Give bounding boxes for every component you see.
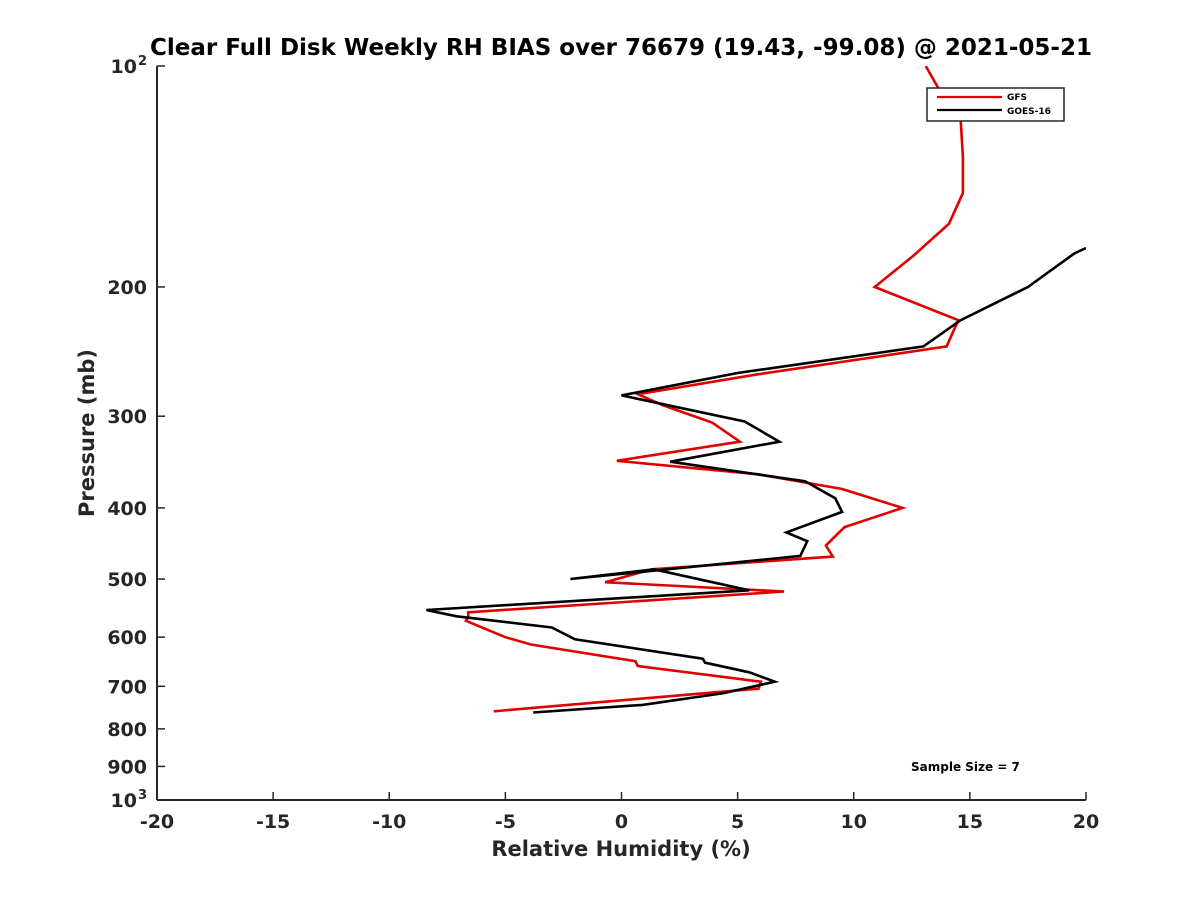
x-tick-label: 0 — [615, 811, 628, 833]
y-tick-label: 200 — [107, 277, 147, 299]
y-tick-label: 400 — [107, 498, 147, 520]
series-line-gfs — [464, 66, 965, 713]
y-tick-label: 10 — [111, 790, 137, 812]
x-tick-label: 5 — [731, 811, 744, 833]
legend-label-gfs: GFS — [1007, 93, 1027, 103]
legend-box — [926, 87, 1065, 122]
sample-size-annotation: Sample Size = 7 — [911, 760, 1020, 774]
y-tick-label: 300 — [107, 406, 147, 428]
x-tick-label: -5 — [495, 811, 516, 833]
y-axis-label: Pressure (mb) — [75, 349, 99, 517]
y-tick-label: 600 — [107, 627, 147, 649]
series-line-goes16 — [426, 246, 1086, 714]
series-layer — [426, 66, 1086, 714]
x-tick-label: 15 — [957, 811, 983, 833]
x-axis-label: Relative Humidity (%) — [491, 837, 750, 861]
y-tick-exponent: 3 — [138, 788, 147, 803]
y-tick-label: 800 — [107, 719, 147, 741]
legend-label-goes16: GOES-16 — [1007, 107, 1051, 117]
x-tick-label: -20 — [140, 811, 174, 833]
x-tick-label: 10 — [841, 811, 867, 833]
x-ticks: -20 -15 -10 -5 0 5 10 15 20 — [140, 792, 1099, 833]
chart-title: Clear Full Disk Weekly RH BIAS over 7667… — [150, 35, 1092, 61]
y-tick-exponent: 2 — [138, 54, 147, 69]
x-tick-label: 20 — [1073, 811, 1099, 833]
y-tick-label: 10 — [111, 56, 137, 78]
legend: GFS GOES-16 — [926, 87, 1065, 122]
y-tick-label: 900 — [107, 756, 147, 778]
y-tick-label: 700 — [107, 676, 147, 698]
x-tick-label: -10 — [372, 811, 406, 833]
y-tick-label: 500 — [107, 569, 147, 591]
x-tick-label: -15 — [256, 811, 290, 833]
